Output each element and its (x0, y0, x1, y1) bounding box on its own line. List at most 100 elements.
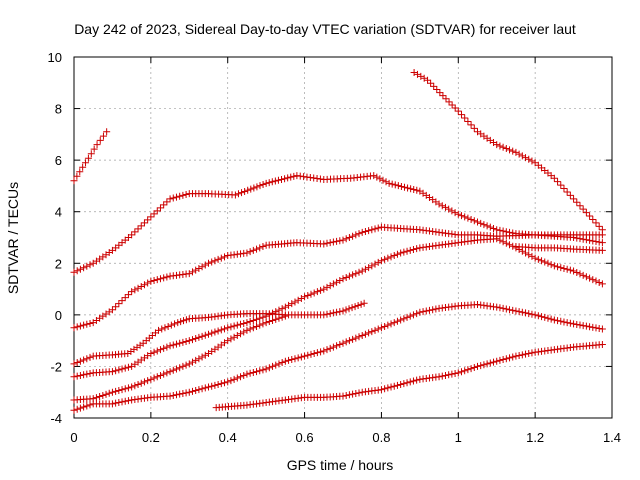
data-point (388, 180, 396, 188)
data-point (278, 305, 286, 313)
data-point (333, 342, 341, 350)
data-point (387, 320, 395, 328)
data-point (433, 85, 441, 93)
data-point (595, 222, 603, 230)
series-arc-5 (70, 235, 606, 381)
data-point (406, 246, 414, 254)
data-point (592, 277, 600, 285)
data-point (80, 356, 88, 364)
data-point (376, 175, 384, 183)
data-point (188, 387, 196, 395)
data-point (140, 281, 148, 289)
data-point (147, 277, 155, 285)
data-point (192, 386, 200, 394)
data-point (128, 288, 136, 296)
data-point (112, 303, 120, 311)
data-point (371, 225, 379, 233)
data-point (284, 174, 292, 182)
data-point (573, 320, 581, 328)
data-point (156, 204, 164, 212)
data-point (278, 175, 286, 183)
data-point (249, 324, 257, 332)
data-point (429, 306, 437, 314)
data-point (390, 252, 398, 260)
data-point (496, 304, 504, 312)
data-point (224, 337, 232, 345)
data-point (231, 191, 239, 199)
data-point (147, 350, 155, 358)
data-point (506, 146, 514, 154)
data-point (573, 198, 581, 206)
data-point (171, 320, 179, 328)
data-point (253, 368, 261, 376)
data-point (427, 79, 435, 87)
data-point (592, 324, 600, 332)
data-point (90, 145, 98, 153)
data-point (287, 173, 295, 181)
data-point (167, 321, 175, 329)
data-point (496, 356, 504, 364)
data-point (352, 390, 360, 398)
data-point (403, 313, 411, 321)
data-point (272, 361, 280, 369)
data-point (432, 305, 440, 313)
y-tick-label: 10 (48, 50, 62, 65)
data-point (198, 263, 206, 271)
data-point (153, 347, 161, 355)
data-point (323, 346, 331, 354)
data-point (467, 121, 475, 129)
data-point (155, 326, 163, 334)
data-point (509, 353, 517, 361)
data-point (554, 263, 562, 271)
data-point (294, 354, 302, 362)
data-point (253, 245, 261, 253)
data-point (355, 333, 363, 341)
data-point (493, 357, 501, 365)
data-point (506, 354, 514, 362)
data-point (269, 362, 277, 370)
data-point (70, 406, 78, 414)
data-point (525, 155, 533, 163)
data-point (256, 321, 264, 329)
data-point (430, 82, 438, 90)
data-point (502, 355, 510, 363)
data-point (192, 356, 200, 364)
series-arc-4 (70, 299, 368, 368)
data-point (320, 347, 328, 355)
data-point (188, 358, 196, 366)
data-point (355, 230, 363, 238)
data-point (598, 341, 606, 349)
data-point (281, 303, 289, 311)
data-point (576, 321, 584, 329)
data-point (160, 344, 168, 352)
data-point (534, 255, 542, 263)
data-series (70, 68, 606, 414)
data-point (592, 219, 600, 227)
data-point (230, 322, 238, 330)
data-point (349, 390, 357, 398)
data-point (221, 253, 229, 261)
data-point (201, 331, 209, 339)
data-point (172, 365, 180, 373)
data-point (518, 308, 526, 316)
data-point (436, 89, 444, 97)
data-point (534, 312, 542, 320)
data-point (329, 238, 337, 246)
data-point (134, 225, 142, 233)
data-point (128, 231, 136, 239)
data-point (246, 248, 254, 256)
data-point (570, 320, 578, 328)
data-point (179, 191, 187, 199)
data-point (244, 186, 252, 194)
data-point (221, 379, 229, 387)
data-point (333, 237, 341, 245)
data-point (457, 212, 465, 220)
data-point (355, 389, 363, 397)
data-point (560, 318, 568, 326)
data-point (566, 191, 574, 199)
data-point (76, 404, 84, 412)
data-point (214, 380, 222, 388)
data-point (144, 216, 152, 224)
data-point (247, 185, 255, 193)
data-point (406, 312, 414, 320)
